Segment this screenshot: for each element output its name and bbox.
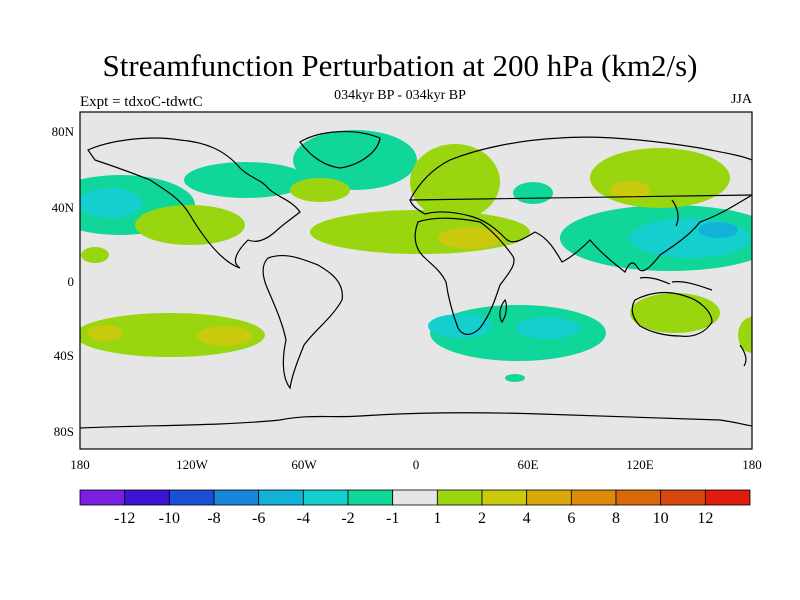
antarctica-coast [80,412,752,429]
south-america-coast [262,254,343,390]
experiment-label: Expt = tdxoC-tdwtC [80,94,203,110]
lat-tick-label: 40S [54,348,74,363]
colorbar-label: 2 [478,510,486,527]
lon-tick-label: 120E [626,457,654,472]
season-label: JJA [730,92,752,107]
colorbar-box [124,489,170,506]
colorbar-box [481,489,528,506]
colorbar-label: -12 [114,510,135,527]
colorbar-label: 6 [567,510,575,527]
colorbar-label: 1 [433,510,441,527]
lon-tick-label: 60E [518,457,539,472]
lat-tick-label: 40N [52,200,75,215]
colorbar-box [392,489,438,506]
colorbar-boxes [79,489,751,506]
colorbar-label: -8 [207,510,220,527]
lon-tick-label: 120W [176,457,209,472]
colorbar-label: -6 [252,510,265,527]
contour-fills [80,130,752,382]
africa-coast [414,217,515,335]
colorbar-box [615,489,662,506]
colorbar-box [258,489,304,506]
colorbar-box [436,489,483,506]
colorbar-label: 4 [523,510,531,527]
colorbar-box [526,489,572,506]
longitude-axis: 180 120W 60W 0 60E 120E 180 [70,457,762,472]
colorbar-box [704,489,751,506]
colorbar-box [213,489,260,506]
colorbar-box [168,489,215,506]
colorbar-box [302,489,349,506]
australia-coast [631,291,713,337]
southeast-asia-islands [639,276,713,291]
colorbar-box [79,489,126,506]
madagascar-coast [499,298,508,324]
north-america-coast [87,137,301,269]
colorbar-box [660,489,706,506]
colorbar-box [347,489,394,506]
colorbar-label: -4 [297,510,310,527]
lat-tick-label: 80N [52,124,75,139]
new-zealand-coast [739,344,747,367]
lon-tick-label: 180 [70,457,90,472]
colorbar-labels: -12 -10 -8 -6 -4 -2 -1 1 2 4 6 8 10 12 [114,510,713,527]
colorbar-label: -10 [159,510,180,527]
map-title: Streamfunction Perturbation at 200 hPa (… [102,48,698,83]
colorbar-label: -2 [341,510,354,527]
colorbar-label: 12 [697,510,713,527]
colorbar-label: 8 [612,510,620,527]
lat-tick-label: 0 [68,274,75,289]
lat-tick-label: 80S [54,424,74,439]
colorbar-label: 10 [653,510,669,527]
latitude-axis: 80N 40N 0 40S 80S [52,124,75,439]
japan-coast [671,199,679,227]
lon-tick-label: 0 [413,457,420,472]
map-frame [79,111,753,450]
coastlines [80,131,752,429]
europe-asia-coast [409,136,752,273]
lon-tick-label: 60W [291,457,317,472]
lon-tick-label: 180 [742,457,762,472]
colorbar-box [570,489,617,506]
greenland-coast [299,131,381,169]
map-subtitle: 034kyr BP - 034kyr BP [334,88,466,103]
colorbar-label: -1 [386,510,399,527]
